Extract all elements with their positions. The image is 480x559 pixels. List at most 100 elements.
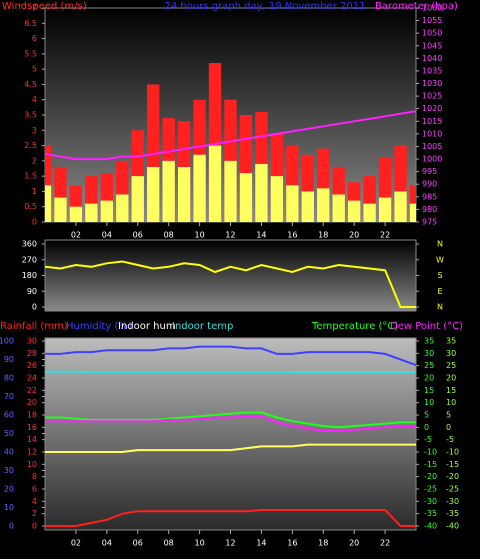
y-tick-label: 20 (446, 374, 456, 383)
y-tick-label: -25 (446, 485, 459, 494)
y-tick-label: 985 (422, 192, 437, 201)
y-tick-label: -5 (424, 435, 432, 444)
bar (131, 176, 144, 222)
y-tick-label: 30 (424, 349, 434, 358)
y-tick-label: 0.5 (24, 202, 37, 211)
y-tick-label: -30 (424, 497, 437, 506)
bar (286, 185, 299, 222)
y-tick-label: 35 (424, 337, 434, 346)
y-tick-label: 5 (446, 411, 451, 420)
bar (85, 203, 98, 222)
y-tick-label: 1045 (422, 41, 442, 50)
y-tick-label: 6.5 (24, 19, 37, 28)
y-tick-label: 10 (4, 503, 14, 512)
y-tick-label: 6 (32, 485, 37, 494)
series-line (45, 411, 416, 429)
bar (54, 197, 67, 222)
y-tick-label: 20 (4, 485, 14, 494)
y-tick-label: 10 (27, 460, 37, 469)
plot-area (44, 337, 417, 531)
y-tick-label: 90 (4, 355, 14, 364)
bar (394, 191, 407, 222)
bar (177, 166, 191, 222)
y-tick-label: 16 (27, 423, 37, 432)
y-tick-label: -20 (446, 472, 459, 481)
y-tick-label: 1.5 (24, 172, 37, 181)
legend-label: Barometer (hpa) (375, 1, 458, 12)
y-tick-label: -35 (446, 509, 459, 518)
legend-label: Temperature (°C) (311, 321, 398, 332)
y-tick-label: 18 (27, 411, 37, 420)
legend-label: Rainfall (mm) (0, 321, 68, 332)
series-line (45, 110, 416, 161)
plot (45, 63, 416, 222)
y-tick-label: 10 (446, 398, 456, 407)
y-tick-label: 2 (32, 509, 37, 518)
y-tick-label: 1060 (422, 4, 442, 13)
y-tick-label: 3.5 (24, 111, 37, 120)
y-tick-label: 0 (446, 423, 451, 432)
y-tick-label: 50 (4, 429, 14, 438)
y-tick-label: 360 (22, 240, 37, 249)
y-tick-label: 0 (32, 522, 37, 531)
y-tick-label: -30 (446, 497, 459, 506)
x-tick-label: 20 (349, 539, 359, 548)
bar (409, 185, 416, 222)
y-tick-label: 100 (0, 337, 14, 346)
y-axis-label: Windspeed (m/s) (2, 1, 87, 12)
bar (193, 154, 206, 222)
y-tick-label: 1050 (422, 29, 442, 38)
bar (162, 160, 175, 222)
y-tick-label: 30 (27, 337, 37, 346)
y-tick-label: 990 (422, 180, 437, 189)
y-tick-label: S (437, 271, 442, 280)
x-tick-label: 18 (318, 539, 328, 548)
chart-title: 24 hours graph day, 19 November 2011 (165, 1, 366, 12)
bar (363, 203, 376, 222)
y-tick-label: 60 (4, 411, 14, 420)
y-tick-label: 1010 (422, 129, 442, 138)
y-tick-label: 20 (27, 398, 37, 407)
y-tick-label: 28 (27, 349, 37, 358)
y-tick-label: 3 (32, 126, 37, 135)
series-line (45, 370, 416, 374)
bar (208, 145, 222, 222)
y-tick-label: 4.5 (24, 80, 37, 89)
series-line (45, 509, 416, 527)
y-tick-label: 90 (27, 287, 37, 296)
y-tick-label: -40 (446, 522, 459, 531)
bar (45, 145, 52, 222)
y-tick-label: -5 (446, 435, 454, 444)
bar (116, 194, 129, 222)
x-tick-label: 14 (256, 231, 266, 240)
bar (45, 185, 52, 222)
y-tick-label: 1035 (422, 66, 442, 75)
y-tick-label: 1015 (422, 117, 442, 126)
x-tick-label: 22 (380, 231, 390, 240)
y-tick-label: 70 (4, 392, 14, 401)
y-tick-label: 35 (446, 337, 456, 346)
y-tick-label: W (436, 255, 444, 264)
y-tick-label: -40 (424, 522, 437, 531)
x-tick-label: 12 (225, 539, 235, 548)
y-tick-label: 20 (424, 374, 434, 383)
legend-label: Indoor hum (118, 321, 176, 332)
y-tick-label: 30 (446, 349, 456, 358)
y-tick-label: 0 (32, 303, 37, 312)
y-tick-label: 5.5 (24, 49, 37, 58)
y-tick-label: 0 (32, 218, 37, 227)
y-tick-label: 22 (27, 386, 37, 395)
y-tick-label: 5 (32, 65, 37, 74)
y-tick-label: 15 (446, 386, 456, 395)
y-tick-label: 1025 (422, 92, 442, 101)
bar (69, 206, 83, 222)
x-tick-label: 22 (380, 539, 390, 548)
y-tick-label: 995 (422, 167, 437, 176)
y-tick-label: 14 (27, 435, 37, 444)
x-tick-label: 02 (71, 231, 81, 240)
y-tick-label: N (437, 303, 443, 312)
y-tick-label: -20 (424, 472, 437, 481)
bar (100, 200, 114, 222)
y-tick-label: -25 (424, 485, 437, 494)
bar (224, 160, 237, 222)
